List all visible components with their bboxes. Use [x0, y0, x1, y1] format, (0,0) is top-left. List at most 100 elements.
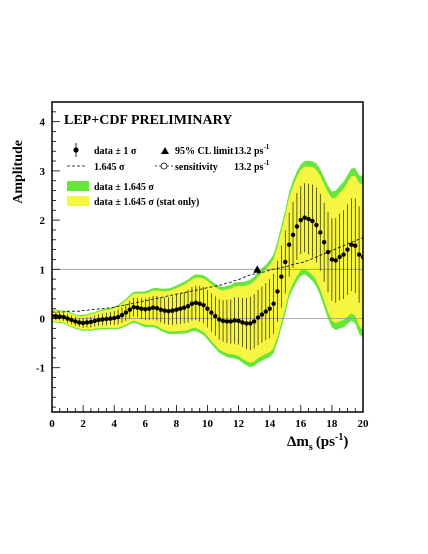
legend-sensitivity-label: sensitivity — [175, 162, 218, 173]
legend-data-label: data ± 1 σ — [94, 146, 137, 157]
data-point — [112, 315, 117, 321]
chart-title: LEP+CDF PRELIMINARY — [64, 113, 232, 128]
x-tick-label: 8 — [174, 418, 180, 430]
y-tick-label: 3 — [40, 166, 46, 178]
data-point — [65, 316, 70, 321]
data-point — [255, 315, 261, 320]
data-point — [61, 314, 66, 320]
data-point — [306, 216, 311, 222]
legend-sigma-label: 1.645 σ — [94, 162, 125, 173]
data-point — [150, 305, 156, 310]
data-point — [216, 317, 222, 322]
data-point — [115, 314, 121, 320]
data-point — [321, 240, 327, 245]
data-point — [73, 319, 78, 324]
data-point — [232, 318, 237, 323]
data-point — [57, 314, 62, 319]
data-point — [337, 254, 342, 260]
y-axis-label: Amplitude — [11, 140, 26, 204]
data-point — [139, 306, 144, 311]
data-point — [127, 307, 132, 312]
data-point — [119, 312, 125, 318]
data-point — [341, 252, 346, 257]
data-point — [248, 321, 253, 326]
data-point — [135, 305, 140, 310]
data-point — [314, 222, 319, 228]
x-tick-label: 12 — [233, 418, 245, 430]
data-point — [228, 319, 234, 324]
legend: data ± 1 σ 95% CL limit 13.2 ps-1 1.645 … — [67, 143, 270, 208]
data-point — [349, 242, 354, 247]
y-tick-label: 4 — [40, 117, 46, 129]
data-point — [240, 320, 245, 325]
x-tick-label: 4 — [111, 418, 117, 430]
limit-marker-triangle — [253, 265, 262, 273]
x-tick-label: 16 — [295, 418, 307, 430]
x-tick-label: 18 — [326, 418, 338, 430]
data-point — [286, 242, 292, 247]
data-point — [166, 308, 171, 314]
data-point — [275, 289, 280, 294]
legend-band-total-swatch — [67, 181, 89, 191]
data-point — [205, 306, 210, 311]
data-point — [224, 319, 230, 324]
data-point — [170, 308, 175, 313]
x-tick-label: 2 — [80, 418, 86, 430]
data-point — [174, 307, 179, 312]
x-tick-label: 10 — [202, 418, 214, 430]
y-tick-label: 2 — [40, 215, 46, 227]
data-point — [251, 319, 257, 324]
data-point — [318, 230, 323, 235]
legend-limit-value: 13.2 ps-1 — [234, 143, 270, 157]
data-point — [131, 304, 136, 310]
data-point — [290, 232, 296, 238]
legend-band-stat-label: data ± 1.645 σ (stat only) — [94, 197, 199, 208]
data-point — [123, 310, 129, 315]
x-tick-label: 20 — [358, 418, 370, 430]
data-point — [294, 224, 300, 229]
legend-sensitivity-symbol — [155, 162, 173, 170]
y-tick-label: 1 — [40, 264, 46, 276]
x-tick-label: 14 — [264, 418, 276, 430]
data-point — [356, 252, 362, 257]
y-tick-label: 0 — [40, 314, 46, 326]
data-point — [302, 215, 307, 220]
data-point — [279, 274, 284, 279]
data-point — [259, 312, 265, 317]
data-point — [325, 249, 331, 255]
data-point — [96, 317, 101, 323]
data-point — [178, 306, 183, 311]
legend-sensitivity-value: 13.2 ps-1 — [234, 159, 270, 173]
data-point — [189, 301, 195, 306]
legend-band-total-label: data ± 1.645 σ — [94, 182, 154, 193]
data-point — [143, 306, 148, 312]
data-point — [329, 257, 335, 262]
data-point — [263, 309, 269, 314]
data-point — [244, 321, 249, 326]
x-axis-label: Δms (ps-1) — [287, 432, 348, 453]
data-point — [69, 317, 74, 323]
data-point — [271, 301, 276, 306]
data-point — [197, 301, 202, 306]
sigma-1645-curve — [52, 237, 363, 313]
data-point — [154, 305, 160, 311]
y-tick-label: -1 — [36, 363, 45, 375]
data-point — [213, 313, 218, 319]
data-point — [181, 305, 187, 310]
data-point — [92, 318, 97, 324]
x-tick-label: 0 — [49, 418, 55, 430]
data-point — [80, 320, 86, 326]
data-point — [220, 318, 226, 324]
data-point — [77, 320, 82, 325]
data-point — [53, 313, 59, 319]
legend-limit-triangle — [161, 147, 169, 154]
data-point — [100, 317, 105, 322]
legend-band-stat-swatch — [67, 196, 89, 206]
data-point — [236, 318, 241, 324]
data-point — [193, 300, 199, 305]
x-tick-label: 6 — [143, 418, 149, 430]
data-point — [209, 310, 214, 315]
data-point — [345, 247, 350, 252]
data-point — [104, 316, 109, 322]
